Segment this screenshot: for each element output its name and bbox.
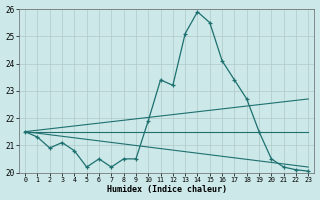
X-axis label: Humidex (Indice chaleur): Humidex (Indice chaleur): [107, 185, 227, 194]
